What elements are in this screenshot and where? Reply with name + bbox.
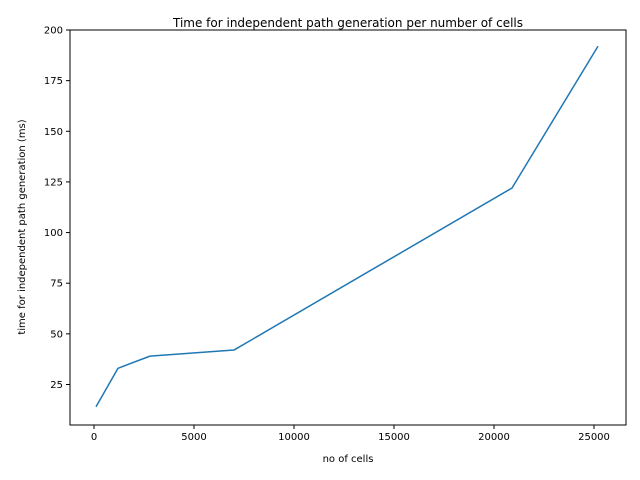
x-tick-label: 20000	[478, 432, 510, 443]
y-tick-label: 200	[44, 26, 63, 37]
y-tick-label: 125	[44, 177, 63, 188]
chart-title: Time for independent path generation per…	[172, 16, 523, 30]
x-axis-label: no of cells	[323, 454, 374, 465]
x-tick-label: 25000	[578, 432, 610, 443]
y-tick-label: 25	[50, 380, 63, 391]
y-tick-label: 100	[44, 228, 63, 239]
x-tick-label: 0	[91, 432, 97, 443]
x-tick-label: 5000	[181, 432, 206, 443]
y-tick-label: 175	[44, 76, 63, 87]
y-tick-label: 50	[50, 329, 63, 340]
axes-frame	[69, 29, 627, 426]
y-tick-label: 150	[44, 127, 63, 138]
series-line	[95, 45, 599, 408]
y-axis-label: time for independent path generation (ms…	[17, 119, 28, 334]
x-tick-label: 15000	[378, 432, 410, 443]
plot-area	[95, 45, 599, 408]
y-tick-label: 75	[50, 279, 63, 290]
axis-ticks: 0 5000 10000 15000 20000 25000 25 50 75 100 125 150…	[44, 26, 610, 444]
x-tick-label: 10000	[278, 432, 310, 443]
